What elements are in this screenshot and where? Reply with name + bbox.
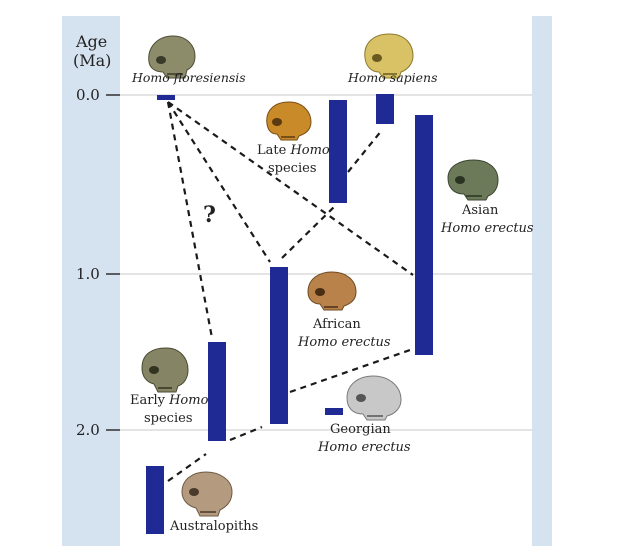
- relationship-lines: [166, 101, 414, 482]
- skull-sapiens-icon: [364, 33, 414, 79]
- label-late-homo-line2: species: [268, 161, 317, 176]
- bar-asian-erectus: [415, 115, 433, 355]
- bar-australopiths: [146, 466, 164, 534]
- label-australopiths: Australopiths: [169, 519, 258, 534]
- link-floresiensis-asian-erectus: [167, 101, 414, 276]
- bar-african-erectus: [270, 267, 288, 424]
- skull-early-homo-icon: [141, 347, 189, 393]
- label-sapiens: Homo sapiens: [347, 70, 438, 85]
- tick-label-2: 2.0: [76, 421, 100, 439]
- skull-australopith-icon: [181, 471, 233, 517]
- label-african-line2: Homo erectus: [297, 335, 391, 350]
- uncertainty-marker: ?: [203, 202, 216, 228]
- skull-floresiensis-icon: [148, 35, 196, 79]
- label-african-line1: African: [312, 317, 361, 332]
- label-late-homo-line1: Late Homo: [257, 143, 330, 158]
- label-floresiensis: Homo floresiensis: [131, 70, 246, 85]
- skull-late-homo-icon: [266, 101, 312, 141]
- label-georgian-line1: Georgian: [330, 422, 391, 437]
- bar-early-homo: [208, 342, 226, 441]
- range-bars: [146, 94, 433, 534]
- label-early-homo-line1: Early Homo: [130, 393, 209, 408]
- link-floresiensis-african-erectus: [167, 101, 271, 263]
- label-early-homo-line2: species: [144, 411, 193, 426]
- label-asian-line2: Homo erectus: [440, 221, 534, 236]
- link-floresiensis-early-homo: [166, 101, 214, 339]
- bar-georgian: [325, 408, 343, 415]
- axis-title-unit: (Ma): [73, 51, 111, 70]
- link-african-late-homo: [281, 205, 336, 259]
- tick-label-0: 0.0: [76, 86, 100, 104]
- link-australopith-early-homo-a: [167, 453, 207, 482]
- skull-georgian-icon: [346, 375, 402, 421]
- link-late-homo-sapiens: [347, 129, 383, 173]
- bar-late-homo: [329, 100, 347, 203]
- label-georgian-line2: Homo erectus: [317, 440, 411, 455]
- tick-label-1: 1.0: [76, 265, 100, 283]
- skull-african-erectus-icon: [307, 271, 357, 311]
- link-australopith-early-homo-b: [229, 425, 263, 442]
- axis-title-age: Age: [75, 32, 107, 51]
- skull-asian-erectus-icon: [447, 159, 499, 201]
- bar-sapiens: [376, 94, 394, 124]
- bar-floresiensis: [157, 95, 175, 100]
- label-asian-line1: Asian: [461, 203, 499, 218]
